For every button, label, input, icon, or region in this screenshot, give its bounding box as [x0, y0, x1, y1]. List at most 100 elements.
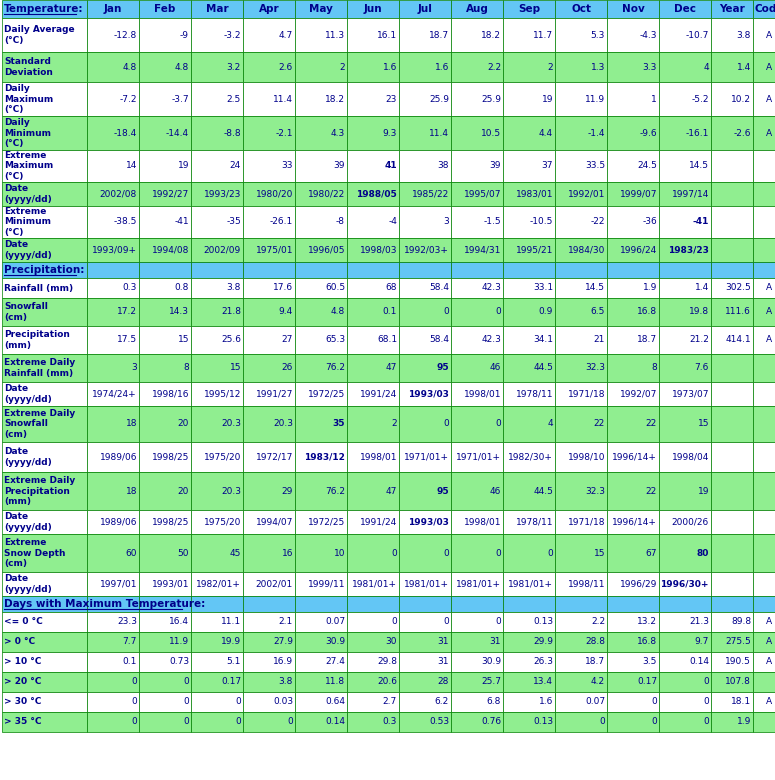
Bar — [399, 238, 451, 262]
Bar — [87, 712, 139, 732]
Bar — [87, 52, 139, 82]
Bar — [139, 596, 191, 612]
Bar — [399, 472, 451, 510]
Bar — [87, 510, 139, 534]
Bar — [295, 278, 347, 298]
Text: 1998/25: 1998/25 — [152, 452, 189, 462]
Bar — [2, 0, 87, 18]
Bar — [347, 326, 399, 354]
Bar — [711, 382, 753, 406]
Text: 0: 0 — [131, 718, 137, 726]
Text: 1975/01: 1975/01 — [256, 246, 293, 254]
Bar — [753, 652, 775, 672]
Bar — [607, 326, 659, 354]
Bar — [399, 406, 451, 442]
Text: 4.8: 4.8 — [122, 62, 137, 72]
Bar — [347, 406, 399, 442]
Bar — [659, 238, 711, 262]
Text: 1994/07: 1994/07 — [256, 517, 293, 526]
Text: 47: 47 — [386, 487, 397, 495]
Text: 0.03: 0.03 — [273, 697, 293, 707]
Bar — [753, 382, 775, 406]
Text: 1991/27: 1991/27 — [256, 389, 293, 399]
Bar — [2, 712, 87, 732]
Bar — [139, 632, 191, 652]
Bar — [607, 262, 659, 278]
Text: 0: 0 — [443, 307, 449, 317]
Bar — [451, 572, 503, 596]
Bar — [347, 150, 399, 182]
Bar — [2, 692, 87, 712]
Bar — [607, 206, 659, 238]
Text: 21.8: 21.8 — [221, 307, 241, 317]
Bar — [2, 238, 87, 262]
Bar — [753, 596, 775, 612]
Bar — [243, 262, 295, 278]
Text: Precipitation:: Precipitation: — [4, 265, 84, 275]
Text: 25.7: 25.7 — [481, 678, 501, 686]
Text: -3.7: -3.7 — [171, 94, 189, 104]
Bar — [347, 116, 399, 150]
Bar — [191, 0, 243, 18]
Text: 3.8: 3.8 — [226, 283, 241, 292]
Bar — [753, 406, 775, 442]
Bar — [607, 116, 659, 150]
Text: 1991/24: 1991/24 — [360, 389, 397, 399]
Bar — [87, 0, 139, 18]
Text: 4.7: 4.7 — [279, 30, 293, 40]
Text: 1984/30: 1984/30 — [567, 246, 605, 254]
Text: 16.9: 16.9 — [273, 658, 293, 666]
Bar — [607, 472, 659, 510]
Text: 26.3: 26.3 — [533, 658, 553, 666]
Bar — [2, 52, 87, 82]
Text: 2.7: 2.7 — [383, 697, 397, 707]
Text: 15: 15 — [229, 363, 241, 373]
Text: 0: 0 — [495, 307, 501, 317]
Bar — [243, 0, 295, 18]
Text: 20: 20 — [177, 487, 189, 495]
Text: 1982/01+: 1982/01+ — [196, 580, 241, 588]
Bar — [503, 262, 555, 278]
Bar — [191, 692, 243, 712]
Bar — [555, 206, 607, 238]
Bar — [295, 672, 347, 692]
Text: 2.5: 2.5 — [227, 94, 241, 104]
Bar — [295, 262, 347, 278]
Bar — [87, 442, 139, 472]
Bar — [659, 632, 711, 652]
Text: 1993/01: 1993/01 — [151, 580, 189, 588]
Text: 1998/25: 1998/25 — [152, 517, 189, 526]
Text: A: A — [766, 637, 772, 647]
Text: 1.3: 1.3 — [591, 62, 605, 72]
Bar — [295, 596, 347, 612]
Bar — [347, 612, 399, 632]
Bar — [711, 18, 753, 52]
Bar — [139, 182, 191, 206]
Bar — [2, 82, 87, 116]
Text: 9.3: 9.3 — [383, 129, 397, 137]
Bar — [347, 596, 399, 612]
Text: 1995/12: 1995/12 — [204, 389, 241, 399]
Bar — [295, 442, 347, 472]
Bar — [243, 298, 295, 326]
Bar — [607, 354, 659, 382]
Text: 26: 26 — [281, 363, 293, 373]
Text: 21.3: 21.3 — [689, 618, 709, 626]
Text: 10: 10 — [333, 548, 345, 558]
Text: 1.6: 1.6 — [435, 62, 449, 72]
Text: 0: 0 — [443, 618, 449, 626]
Text: 1971/01+: 1971/01+ — [456, 452, 501, 462]
Bar — [555, 326, 607, 354]
Bar — [191, 238, 243, 262]
Bar — [191, 116, 243, 150]
Bar — [659, 182, 711, 206]
Text: 33: 33 — [281, 161, 293, 171]
Bar — [347, 262, 399, 278]
Text: -36: -36 — [642, 218, 657, 226]
Bar — [87, 692, 139, 712]
Text: 1.9: 1.9 — [736, 718, 751, 726]
Bar — [503, 672, 555, 692]
Bar — [503, 82, 555, 116]
Bar — [2, 18, 87, 52]
Text: 0: 0 — [236, 697, 241, 707]
